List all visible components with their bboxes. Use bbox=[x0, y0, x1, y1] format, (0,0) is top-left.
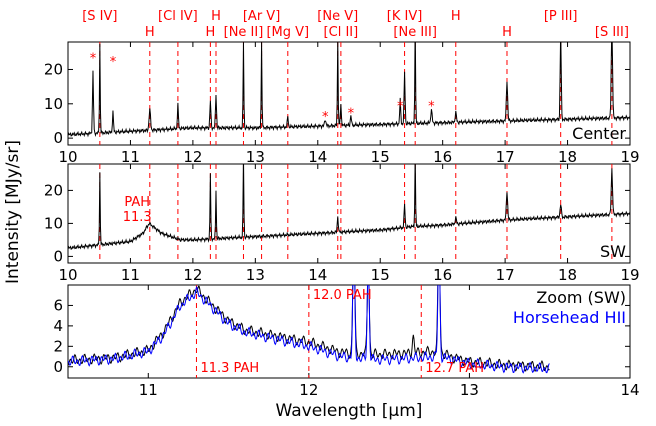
x-axis-label: Wavelength [μm] bbox=[276, 401, 423, 421]
line-marker-label: [Ne III] bbox=[393, 25, 437, 40]
bottom-axes-frame bbox=[67, 284, 631, 379]
line-marker-label: [Mg V] bbox=[266, 25, 309, 40]
top-xtick-label: 12 bbox=[183, 148, 202, 166]
spectrum-series-layer bbox=[68, 42, 630, 374]
line-marker-label: [S III] bbox=[595, 25, 629, 40]
bottom-spectrum-line-horsehead-hii bbox=[68, 285, 550, 374]
middle-xtick-label: 10 bbox=[58, 266, 77, 284]
middle-xtick-label: 17 bbox=[496, 266, 515, 284]
middle-axes-frame bbox=[67, 163, 631, 264]
top-xtick-label: 11 bbox=[121, 148, 140, 166]
bottom-ytick-label: 2 bbox=[53, 337, 63, 355]
bottom-ytick-label: 6 bbox=[53, 296, 63, 314]
line-marker-label: H bbox=[451, 9, 461, 24]
bottom-xtick-label: 12 bbox=[299, 381, 318, 399]
line-marker-label: [Ar V] bbox=[243, 9, 280, 24]
artifact-asterisk: * bbox=[428, 100, 435, 115]
pah-annotation-line: 11.3 bbox=[123, 210, 152, 225]
top-ytick-label: 20 bbox=[44, 60, 63, 78]
top-axes-frame bbox=[67, 41, 631, 146]
line-marker-label: [Cl II] bbox=[324, 25, 359, 40]
top-xtick-label: 18 bbox=[558, 148, 577, 166]
line-marker-label: [K IV] bbox=[387, 9, 423, 24]
middle-ytick-label: 10 bbox=[44, 214, 63, 232]
artifact-asterisk: * bbox=[322, 110, 329, 125]
middle-ytick-label: 0 bbox=[53, 247, 63, 265]
top-xtick-label: 15 bbox=[371, 148, 390, 166]
top-xtick-label: 10 bbox=[58, 148, 77, 166]
top-spectrum-line-primary bbox=[68, 42, 630, 138]
middle-spectrum-line-primary bbox=[68, 164, 630, 250]
pah-marker-label: 11.3 PAH bbox=[200, 361, 259, 376]
bottom-xtick-label: 11 bbox=[139, 381, 158, 399]
top-xtick-label: 17 bbox=[496, 148, 515, 166]
top-xtick-label: 14 bbox=[308, 148, 327, 166]
pah-marker-label: 12.7 PAH bbox=[425, 361, 484, 376]
middle-xtick-label: 15 bbox=[371, 266, 390, 284]
line-marker-label: [P III] bbox=[544, 9, 578, 24]
line-marker-label: H bbox=[145, 25, 155, 40]
artifact-asterisk: * bbox=[110, 55, 117, 70]
bottom-ytick-label: 0 bbox=[53, 358, 63, 376]
line-marker-label: H bbox=[502, 25, 512, 40]
middle-xtick-label: 14 bbox=[308, 266, 327, 284]
line-marker-label: H bbox=[211, 9, 221, 24]
y-axis-label: Intensity [MJy/sr] bbox=[3, 140, 23, 284]
line-marker-label: [Ne II] bbox=[224, 25, 264, 40]
middle-ytick-label: 20 bbox=[44, 181, 63, 199]
line-marker-label: H bbox=[205, 25, 215, 40]
middle-xtick-label: 13 bbox=[246, 266, 265, 284]
artifact-asterisk: * bbox=[90, 52, 97, 67]
top-xtick-label: 13 bbox=[246, 148, 265, 166]
pah-marker-label: 12.0 PAH bbox=[313, 288, 372, 303]
panel-frames bbox=[67, 41, 631, 379]
middle-xtick-label: 12 bbox=[183, 266, 202, 284]
legend-item-zoom-sw-: Zoom (SW) bbox=[536, 288, 626, 307]
middle-xtick-label: 18 bbox=[558, 266, 577, 284]
line-marker-layer bbox=[99, 42, 613, 378]
bottom-xtick-label: 13 bbox=[460, 381, 479, 399]
top-ytick-label: 0 bbox=[53, 129, 63, 147]
bottom-xtick-label: 14 bbox=[620, 381, 639, 399]
line-marker-label: [S IV] bbox=[82, 9, 117, 24]
middle-xtick-label: 19 bbox=[620, 266, 639, 284]
top-xtick-label: 16 bbox=[433, 148, 452, 166]
line-marker-label: [Cl IV] bbox=[158, 9, 198, 24]
middle-xtick-label: 16 bbox=[433, 266, 452, 284]
top-xtick-label: 19 bbox=[620, 148, 639, 166]
bottom-ytick-label: 4 bbox=[53, 317, 63, 335]
top-ytick-label: 10 bbox=[44, 95, 63, 113]
top-panel-label: Center bbox=[572, 124, 626, 143]
pah-annotation-line: PAH bbox=[124, 195, 150, 210]
middle-panel-label: SW bbox=[600, 242, 626, 261]
artifact-asterisk: * bbox=[397, 100, 404, 115]
artifact-asterisk: * bbox=[348, 107, 355, 122]
line-marker-label: [Ne V] bbox=[317, 9, 358, 24]
legend-item-horsehead-hii: Horsehead HII bbox=[513, 308, 626, 327]
middle-xtick-label: 11 bbox=[121, 266, 140, 284]
